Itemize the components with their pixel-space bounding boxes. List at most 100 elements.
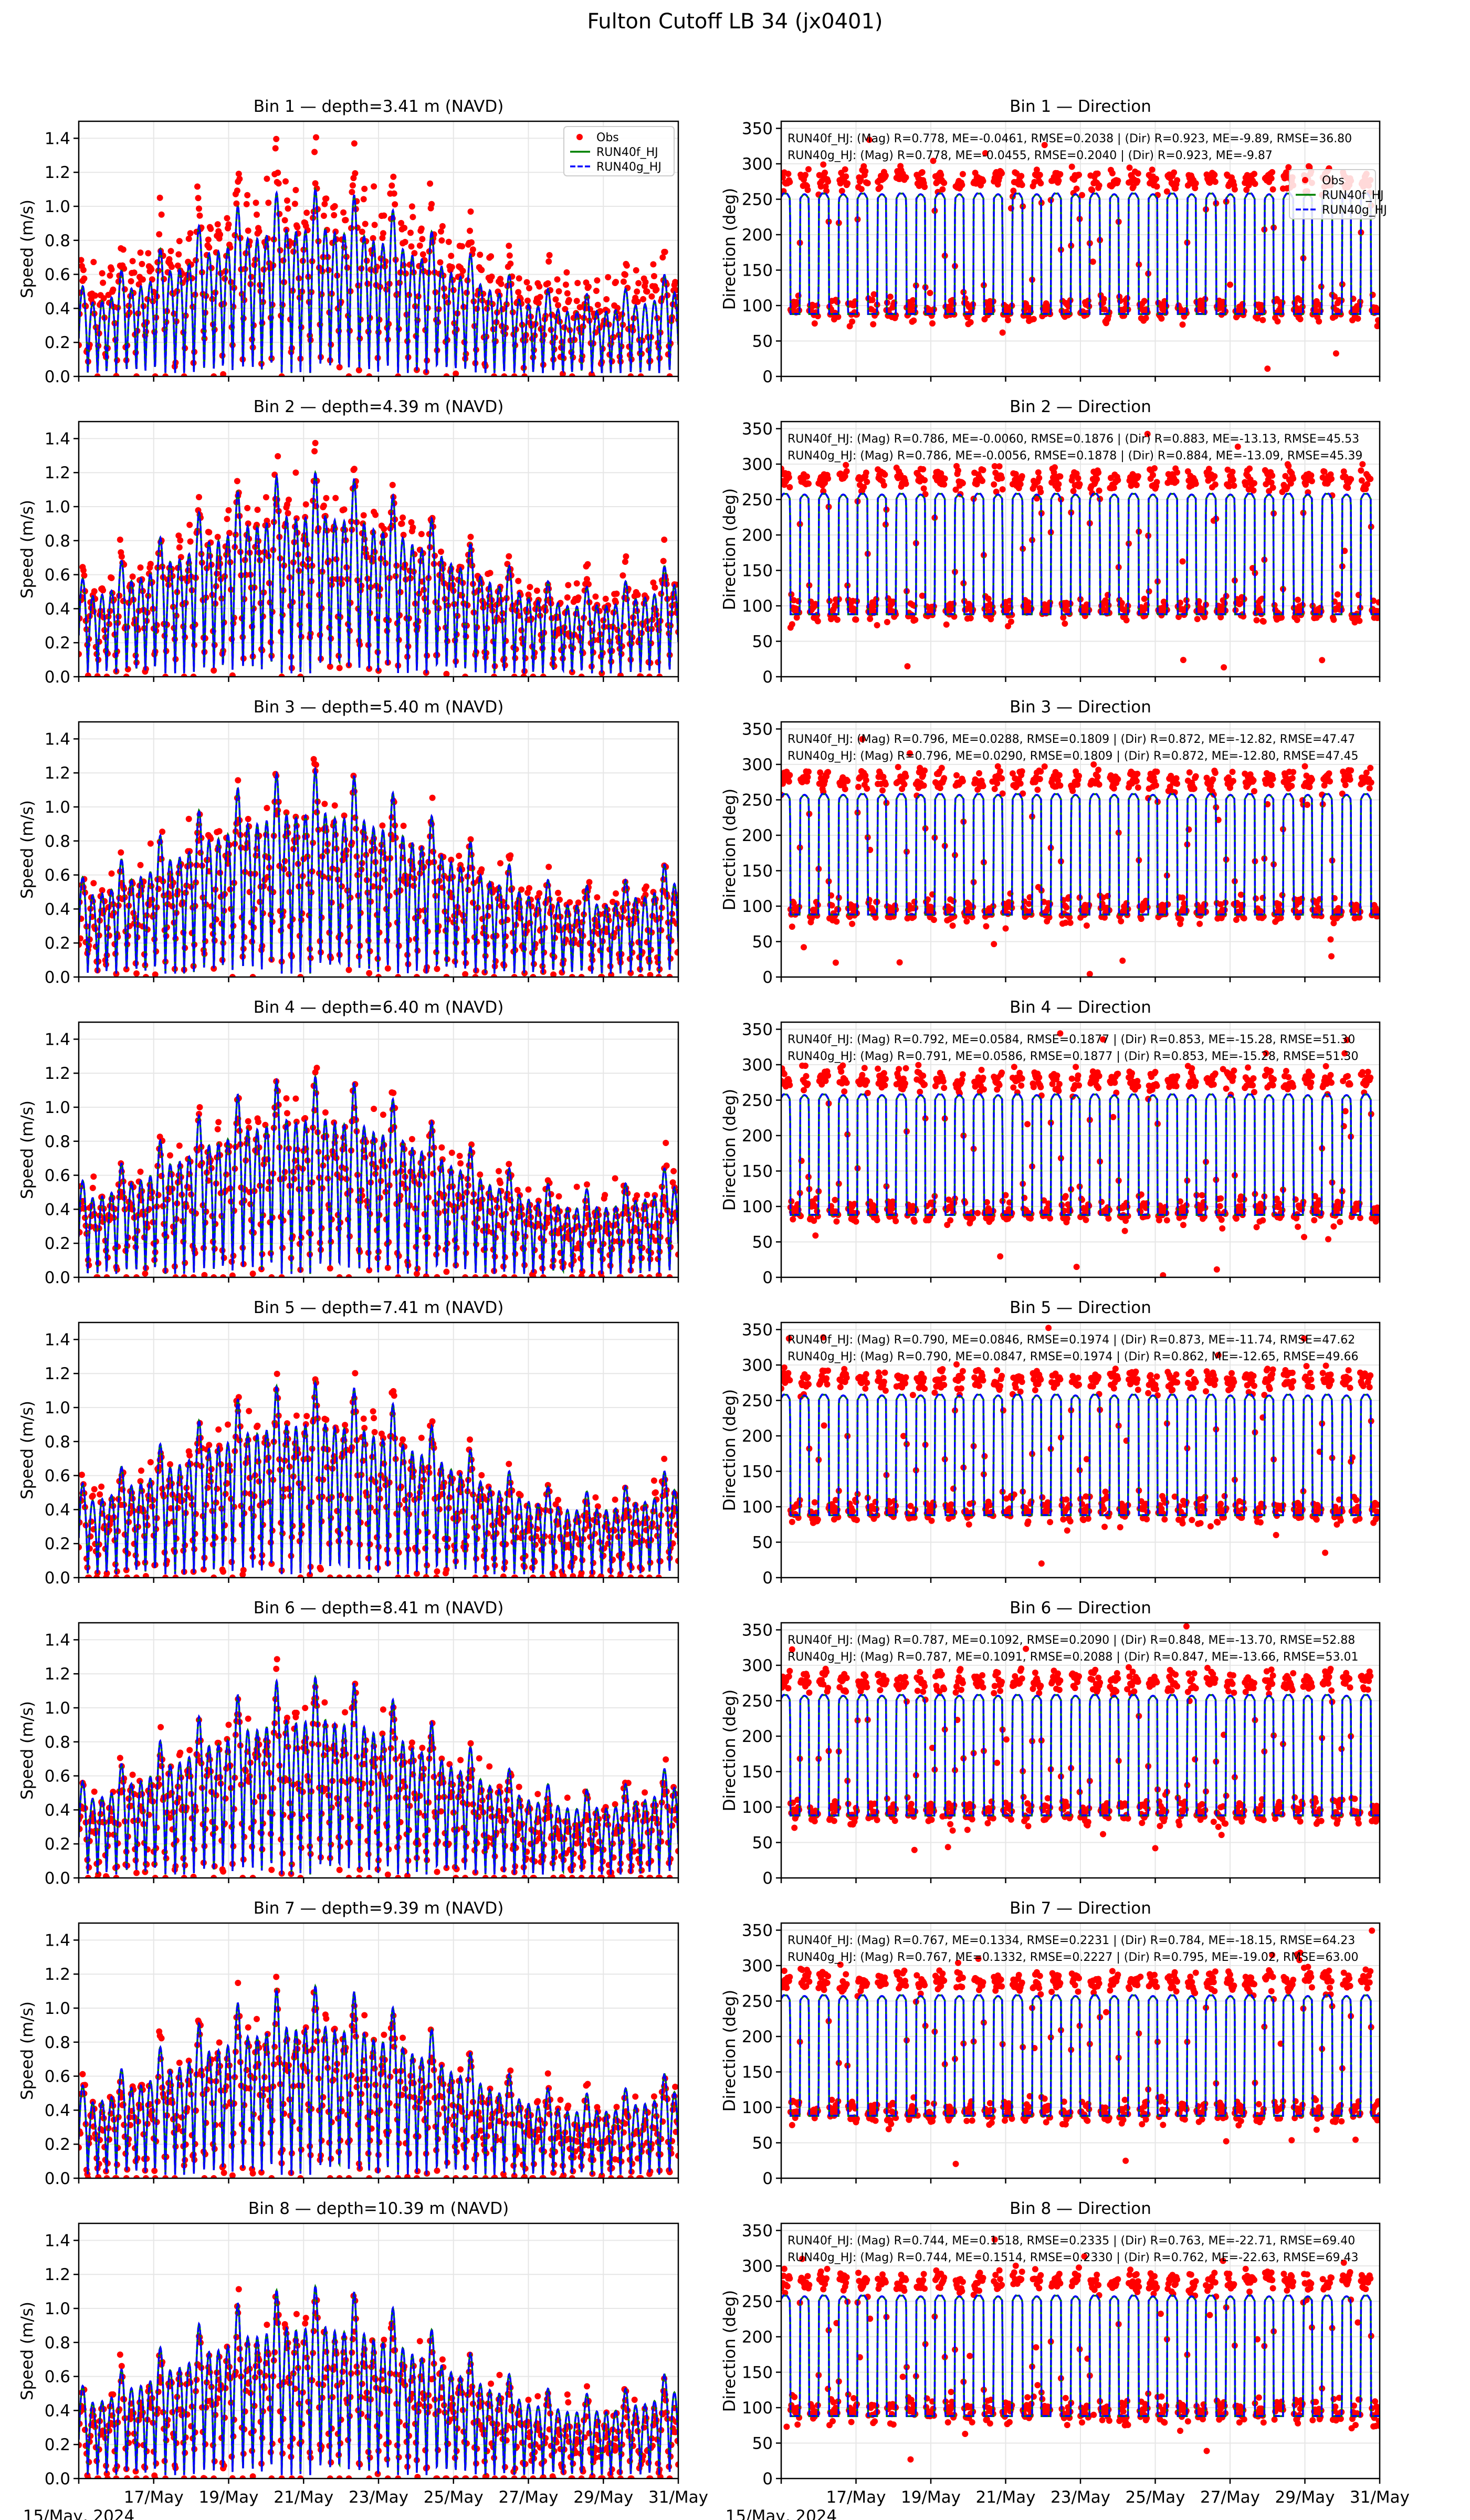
- obs-point: [1018, 473, 1025, 480]
- obs-point: [312, 180, 319, 187]
- obs-point: [822, 170, 828, 176]
- obs-point: [1317, 907, 1324, 914]
- obs-point: [99, 270, 106, 277]
- run40g-line: [781, 192, 1380, 315]
- obs-point: [559, 969, 565, 976]
- obs-point: [108, 870, 115, 877]
- obs-point: [214, 221, 221, 228]
- obs-point: [272, 145, 279, 152]
- y-tick-label: 0.4: [45, 299, 70, 318]
- obs-point: [927, 290, 933, 296]
- obs-point: [1308, 472, 1315, 479]
- obs-point: [1079, 192, 1085, 198]
- obs-point: [1264, 365, 1271, 372]
- obs-point: [1294, 616, 1300, 623]
- obs-point: [521, 373, 528, 376]
- obs-point: [159, 828, 166, 835]
- obs-point: [866, 136, 873, 143]
- obs-point: [967, 615, 974, 622]
- y-tick-label: 200: [742, 226, 773, 245]
- obs-point: [156, 231, 163, 238]
- obs-point: [1036, 775, 1043, 782]
- obs-point: [123, 674, 130, 677]
- obs-point: [327, 663, 333, 670]
- obs-point: [1212, 770, 1219, 776]
- obs-point: [546, 252, 553, 258]
- obs-point: [870, 291, 877, 298]
- obs-point: [1149, 166, 1156, 173]
- obs-point: [129, 258, 136, 265]
- obs-point: [1109, 170, 1116, 176]
- obs-point: [410, 524, 416, 531]
- obs-point: [284, 197, 290, 204]
- obs-point: [468, 239, 475, 246]
- obs-point: [1241, 915, 1247, 922]
- obs-point: [284, 501, 290, 508]
- obs-point: [362, 220, 369, 227]
- obs-point: [1294, 305, 1300, 312]
- obs-point: [943, 621, 950, 628]
- obs-point: [511, 373, 518, 376]
- obs-point: [312, 439, 319, 446]
- obs-point: [280, 257, 287, 264]
- obs-point: [910, 317, 917, 324]
- y-tick-label: 0.2: [45, 333, 70, 352]
- obs-point: [320, 213, 327, 219]
- obs-point: [835, 313, 842, 320]
- obs-point: [459, 243, 466, 250]
- obs-point: [1063, 904, 1070, 911]
- obs-point: [147, 840, 154, 847]
- obs-point: [1269, 169, 1276, 175]
- obs-point: [154, 259, 161, 266]
- obs-point: [81, 572, 88, 579]
- stats-annotation: RUN40g_HJ: (Mag) R=0.778, ME=-0.0455, RM…: [788, 149, 1273, 162]
- obs-point: [880, 773, 887, 780]
- obs-point: [491, 373, 498, 376]
- obs-point: [1298, 896, 1305, 902]
- obs-point: [786, 178, 793, 185]
- obs-point: [244, 505, 251, 511]
- obs-point: [92, 292, 99, 299]
- obs-point: [864, 785, 870, 792]
- obs-point: [331, 212, 338, 218]
- obs-point: [648, 293, 655, 300]
- obs-point: [292, 187, 299, 193]
- obs-point: [478, 267, 485, 274]
- obs-point: [834, 616, 841, 623]
- obs-point: [805, 480, 812, 487]
- obs-point: [535, 300, 542, 307]
- obs-point: [1179, 894, 1186, 901]
- obs-point: [145, 250, 152, 257]
- y-tick-label: 0.4: [45, 900, 70, 919]
- obs-point: [1191, 785, 1198, 792]
- obs-point: [1138, 916, 1144, 922]
- obs-point: [991, 941, 998, 948]
- y-axis-label: Speed (m/s): [18, 800, 37, 899]
- obs-point: [653, 286, 660, 293]
- obs-point: [285, 205, 291, 212]
- obs-point: [1118, 918, 1125, 925]
- obs-point: [94, 373, 101, 376]
- obs-point: [1251, 171, 1257, 177]
- obs-point: [1057, 782, 1064, 789]
- obs-point: [896, 959, 903, 966]
- obs-point: [804, 774, 811, 781]
- y-tick-label: 0: [762, 668, 773, 687]
- obs-point: [85, 673, 91, 677]
- obs-point: [311, 448, 318, 455]
- obs-point: [949, 922, 956, 929]
- obs-point: [400, 514, 406, 521]
- obs-point: [278, 674, 285, 677]
- obs-point: [939, 186, 946, 193]
- obs-point: [389, 481, 396, 488]
- obs-point: [185, 235, 192, 242]
- obs-point: [569, 373, 575, 376]
- obs-point: [439, 223, 446, 229]
- obs-point: [1304, 801, 1310, 808]
- obs-point: [1153, 175, 1159, 182]
- obs-point: [814, 618, 821, 625]
- obs-point: [527, 584, 533, 591]
- obs-point: [488, 274, 495, 280]
